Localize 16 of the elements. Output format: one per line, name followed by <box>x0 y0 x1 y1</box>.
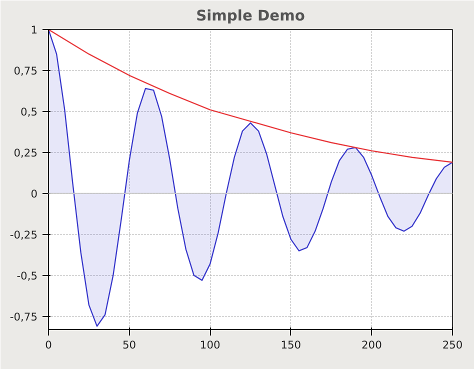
y-tick-label: 0 <box>30 187 38 200</box>
y-tick-label: 0,25 <box>14 146 38 160</box>
x-tick-label: 250 <box>442 338 463 352</box>
line-series <box>48 30 452 163</box>
y-tick-label: -0,25 <box>10 228 38 242</box>
y-tick-label: 0,5 <box>20 105 38 118</box>
y-tick-label: -0,5 <box>16 269 38 282</box>
y-tick-label: 1 <box>30 24 38 36</box>
x-tick-label: 150 <box>280 338 302 352</box>
y-tick-label: -0,75 <box>10 310 38 324</box>
x-tick-label: 50 <box>122 338 136 352</box>
x-tick-label: 100 <box>200 338 220 352</box>
x-tick-label: 0 <box>45 338 52 352</box>
x-tick-label: 200 <box>362 338 382 352</box>
y-tick-label: 0,75 <box>14 64 38 78</box>
chart-title: Simple Demo <box>196 8 305 24</box>
